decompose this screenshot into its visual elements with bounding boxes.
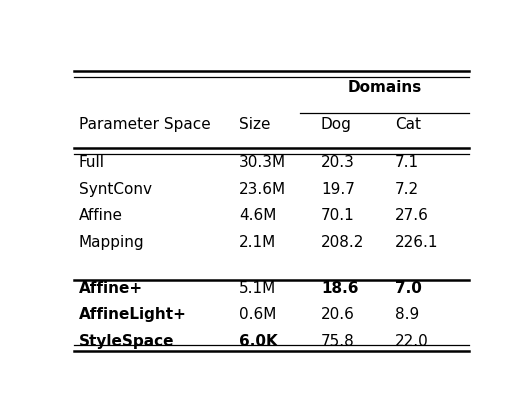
- Text: 226.1: 226.1: [395, 235, 438, 250]
- Text: 18.6: 18.6: [321, 281, 358, 295]
- Text: 75.8: 75.8: [321, 334, 355, 349]
- Text: AffineLight+: AffineLight+: [78, 307, 187, 322]
- Text: Affine+: Affine+: [78, 281, 143, 295]
- Text: 7.2: 7.2: [395, 182, 419, 197]
- Text: SyntConv: SyntConv: [78, 182, 152, 197]
- Text: 22.0: 22.0: [395, 334, 429, 349]
- Text: 0.6M: 0.6M: [238, 307, 276, 322]
- Text: 19.7: 19.7: [321, 182, 355, 197]
- Text: 6.0K: 6.0K: [238, 334, 278, 349]
- Text: StyleSpace: StyleSpace: [78, 334, 174, 349]
- Text: 30.3M: 30.3M: [238, 155, 286, 170]
- Text: 2.1M: 2.1M: [238, 235, 276, 250]
- Text: 5.1M: 5.1M: [238, 281, 276, 295]
- Text: Affine: Affine: [78, 208, 122, 223]
- Text: 20.6: 20.6: [321, 307, 355, 322]
- Text: 70.1: 70.1: [321, 208, 355, 223]
- Text: Domains: Domains: [348, 80, 422, 95]
- Text: 8.9: 8.9: [395, 307, 419, 322]
- Text: 20.3: 20.3: [321, 155, 355, 170]
- Text: 4.6M: 4.6M: [238, 208, 276, 223]
- Text: Cat: Cat: [395, 117, 421, 132]
- Text: 208.2: 208.2: [321, 235, 364, 250]
- Text: Full: Full: [78, 155, 104, 170]
- Text: Mapping: Mapping: [78, 235, 144, 250]
- Text: Dog: Dog: [321, 117, 352, 132]
- Text: 27.6: 27.6: [395, 208, 429, 223]
- Text: 23.6M: 23.6M: [238, 182, 286, 197]
- Text: Parameter Space: Parameter Space: [78, 117, 210, 132]
- Text: Size: Size: [238, 117, 270, 132]
- Text: 7.1: 7.1: [395, 155, 419, 170]
- Text: 7.0: 7.0: [395, 281, 422, 295]
